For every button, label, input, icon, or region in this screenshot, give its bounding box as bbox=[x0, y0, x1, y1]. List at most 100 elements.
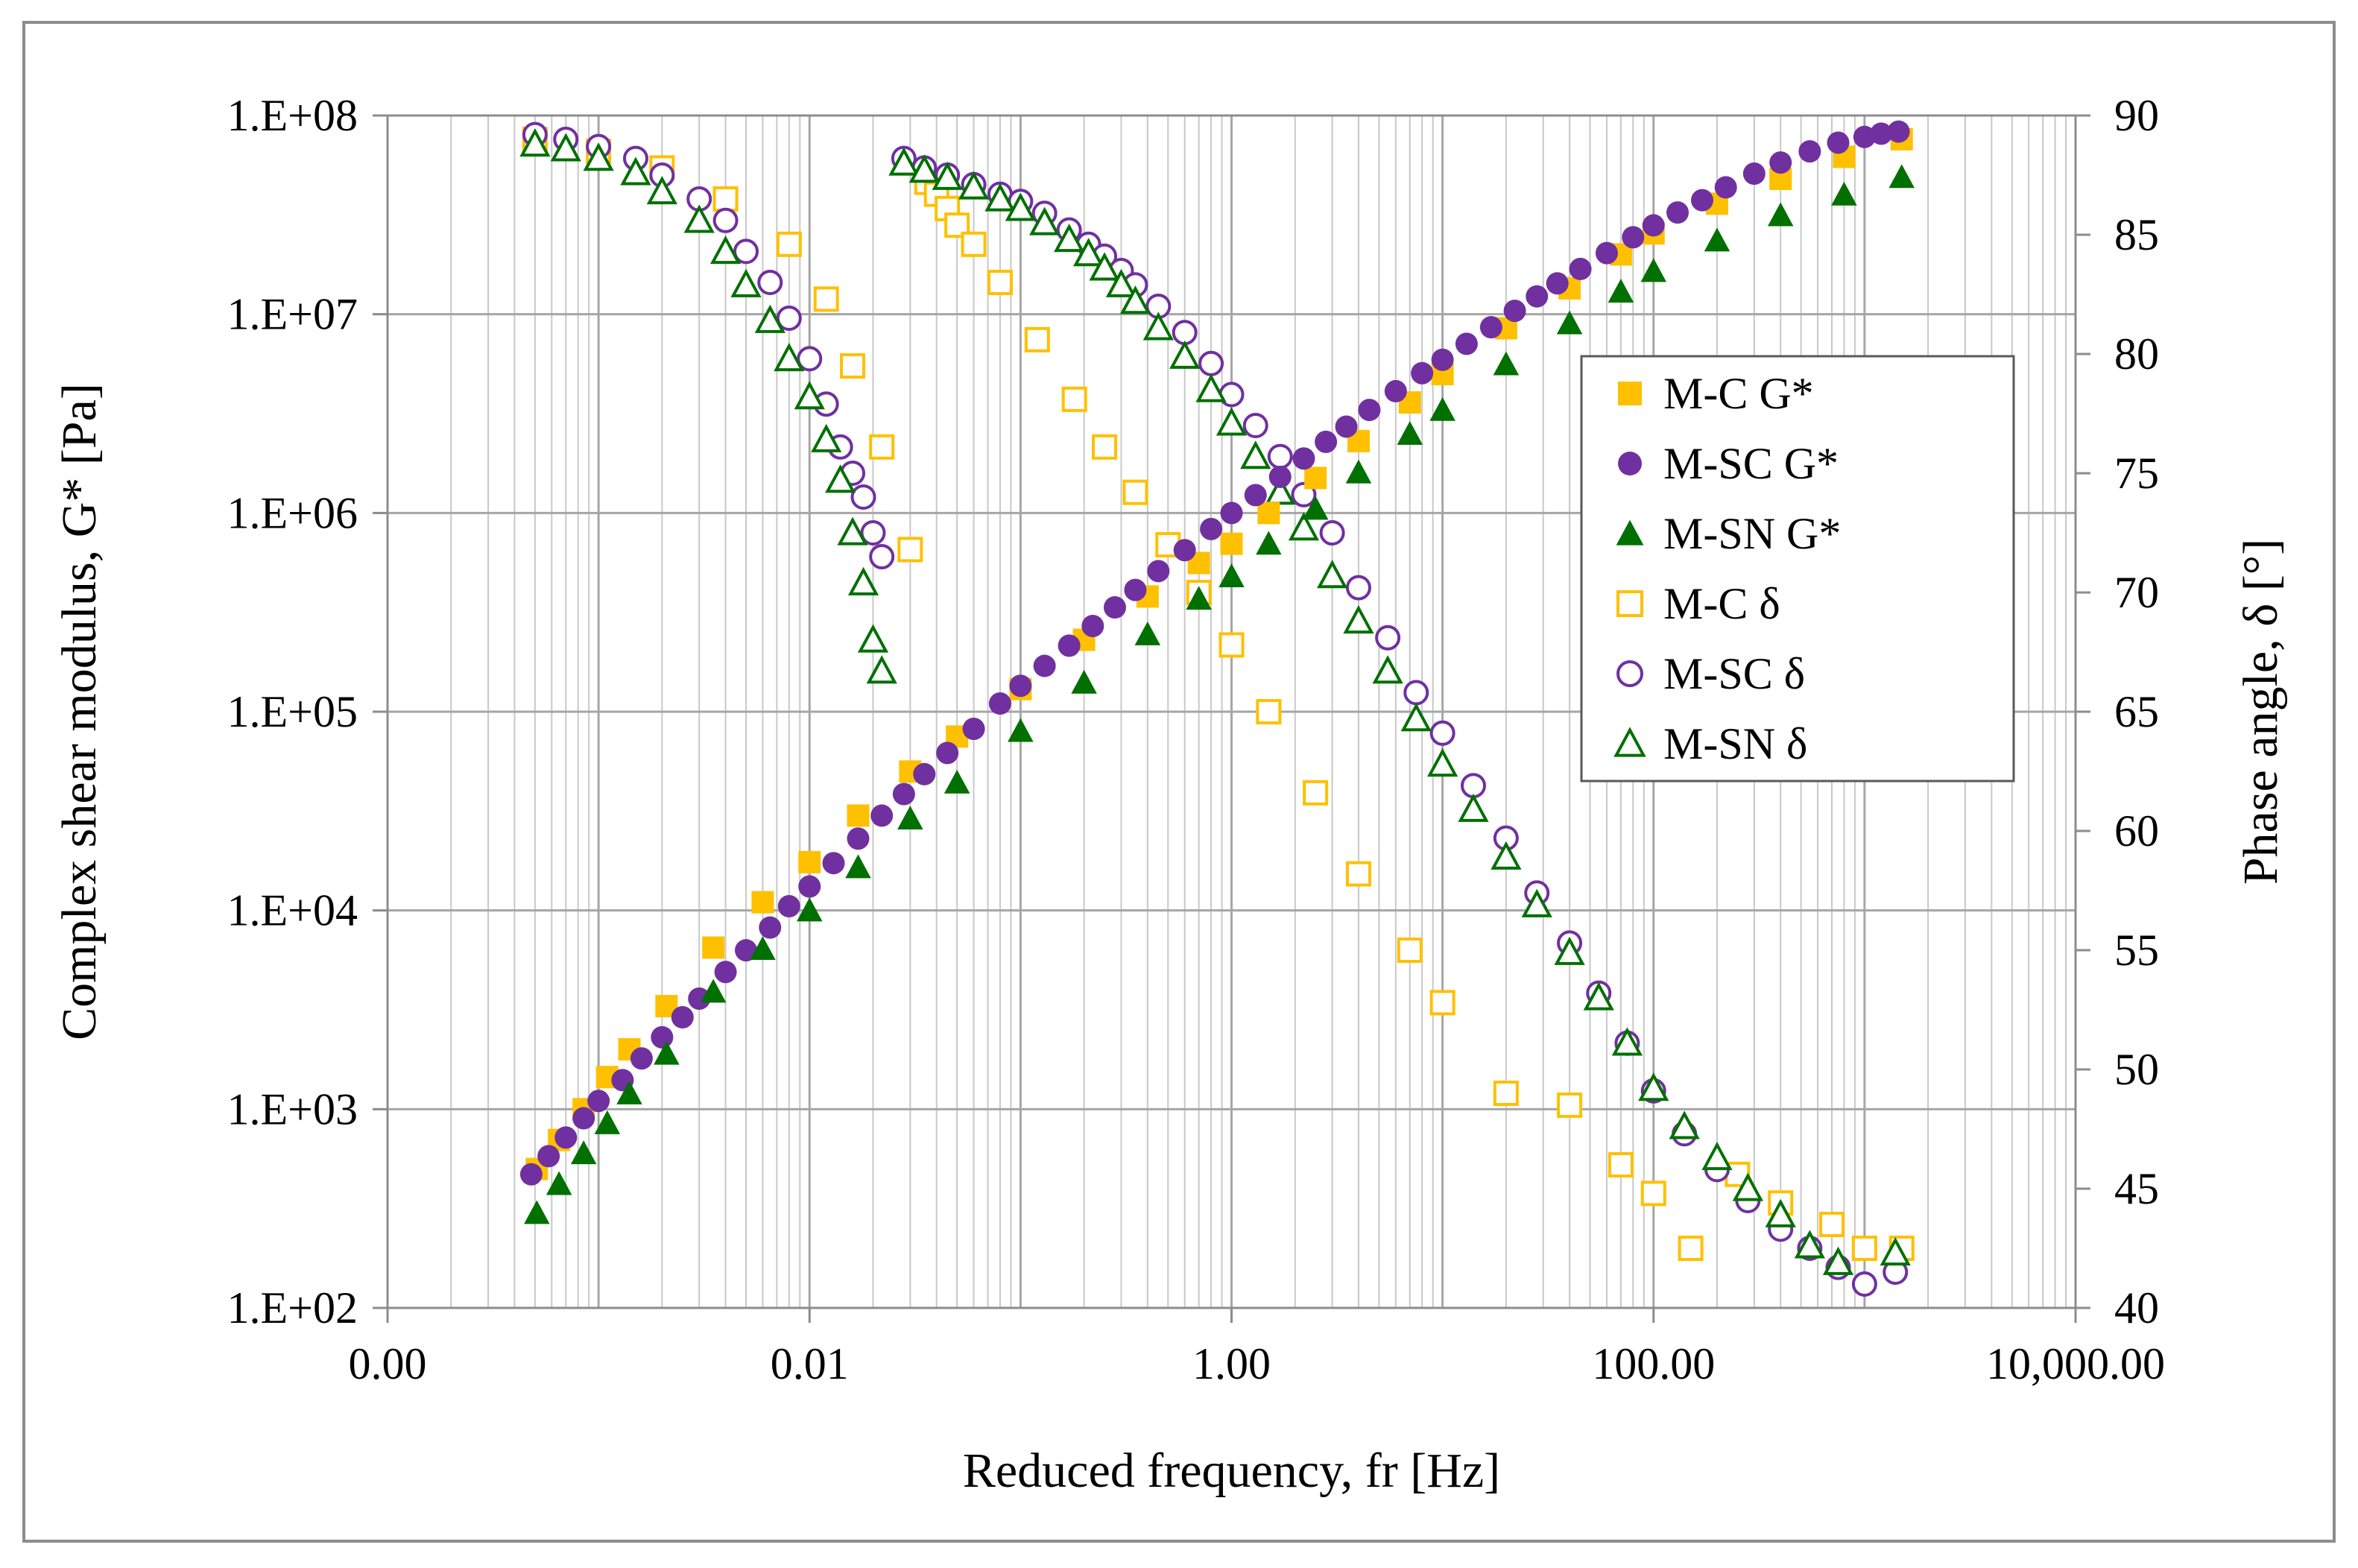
data-point-m-sn-delta bbox=[1089, 252, 1120, 281]
data-point-m-c-delta bbox=[776, 231, 802, 257]
data-point-m-sn-delta bbox=[1142, 312, 1174, 341]
legend-marker-m-sn-g-star bbox=[1616, 519, 1644, 546]
data-point-m-sc-g-star bbox=[1009, 674, 1032, 698]
data-point-m-sc-delta bbox=[1319, 520, 1345, 546]
y-left-axis-title: Complex shear modulus, G* [Pa] bbox=[52, 383, 107, 1040]
legend-marker-m-sc-g-star bbox=[1618, 452, 1642, 475]
data-point-m-sn-g-star bbox=[546, 1171, 572, 1195]
data-point-m-sn-delta bbox=[1240, 440, 1271, 470]
data-point-m-sc-delta bbox=[860, 520, 886, 546]
y-left-tick-label: 1.E+07 bbox=[227, 290, 358, 339]
data-point-m-sn-delta bbox=[888, 147, 920, 176]
legend-box bbox=[1580, 355, 2015, 783]
data-point-m-sn-delta bbox=[1638, 1072, 1669, 1101]
y-right-tick-label: 45 bbox=[2114, 1164, 2159, 1213]
data-point-m-sn-delta bbox=[932, 161, 963, 190]
data-point-m-sc-g-star bbox=[1103, 595, 1126, 619]
data-point-m-sn-delta bbox=[837, 516, 868, 546]
data-point-m-sn-g-star bbox=[1608, 279, 1634, 303]
data-point-m-c-g-star bbox=[847, 804, 870, 827]
data-point-m-sc-g-star bbox=[1033, 654, 1056, 677]
data-point-m-sn-delta bbox=[1216, 407, 1248, 436]
data-point-m-sn-delta bbox=[908, 154, 940, 183]
data-point-m-sn-g-star bbox=[616, 1080, 642, 1104]
data-point-m-c-delta bbox=[1092, 434, 1118, 460]
data-point-m-sc-g-star bbox=[1526, 285, 1549, 308]
data-point-m-c-delta bbox=[712, 186, 739, 212]
data-point-m-sn-delta bbox=[754, 304, 786, 333]
data-point-m-sc-g-star bbox=[1147, 560, 1170, 583]
data-point-m-sn-delta bbox=[1119, 285, 1151, 314]
data-point-m-sn-g-star bbox=[1256, 531, 1282, 555]
data-point-m-sn-g-star bbox=[700, 979, 727, 1003]
data-point-m-sn-g-star bbox=[1071, 669, 1097, 694]
axes: 1.E+02 1.E+03 1.E+04 1.E+05 1.E+06 1.E+07 1.E+… bbox=[52, 91, 2288, 1498]
data-point-m-sn-delta bbox=[1195, 373, 1227, 402]
data-point-m-sc-g-star bbox=[1058, 634, 1081, 657]
data-point-m-sc-g-star bbox=[1690, 189, 1713, 212]
y-left-tick-label: 1.E+02 bbox=[227, 1283, 358, 1333]
data-point-m-sn-delta bbox=[1701, 1141, 1733, 1171]
data-point-m-sc-g-star bbox=[988, 692, 1011, 715]
data-point-m-c-delta bbox=[1122, 479, 1148, 505]
data-point-m-sc-g-star bbox=[936, 742, 959, 765]
data-point-m-sc-delta bbox=[1375, 625, 1401, 651]
data-point-m-sc-g-star bbox=[847, 827, 870, 850]
y-left-tick-label: 1.E+05 bbox=[227, 687, 358, 736]
data-point-m-sc-g-star bbox=[822, 852, 845, 875]
data-point-m-sc-delta bbox=[1851, 1271, 1877, 1297]
data-point-m-sn-delta bbox=[1583, 981, 1614, 1011]
data-point-m-sn-g-star bbox=[1186, 586, 1212, 610]
data-point-m-sn-delta bbox=[1029, 206, 1061, 235]
legend-label-m-sn-delta: M-SN δ bbox=[1663, 719, 1807, 768]
data-point-m-sc-g-star bbox=[714, 961, 737, 984]
data-point-m-c-delta bbox=[1557, 1093, 1583, 1118]
data-point-m-c-delta bbox=[1819, 1212, 1845, 1237]
data-point-m-sc-g-star bbox=[1220, 502, 1243, 525]
data-point-m-sc-g-star bbox=[1546, 272, 1569, 295]
data-point-m-c-delta bbox=[1429, 990, 1455, 1016]
data-point-m-sn-g-star bbox=[845, 854, 871, 879]
data-point-m-c-delta bbox=[869, 434, 895, 460]
y-right-tick-label: 70 bbox=[2114, 568, 2159, 617]
legend-marker-m-sn-delta bbox=[1613, 727, 1646, 757]
data-point-m-sn-delta bbox=[1458, 793, 1489, 822]
y-left-tick-label: 1.E+03 bbox=[227, 1084, 358, 1134]
data-point-m-sc-g-star bbox=[572, 1107, 595, 1130]
data-point-m-c-delta bbox=[1218, 632, 1245, 658]
data-point-m-sn-delta bbox=[1316, 560, 1348, 589]
y-right-tick-label: 75 bbox=[2114, 449, 2159, 498]
data-point-m-sc-g-star bbox=[1292, 447, 1315, 470]
data-point-m-c-delta bbox=[1851, 1236, 1877, 1261]
series bbox=[519, 120, 1915, 1297]
data-point-m-sn-delta bbox=[1105, 268, 1137, 297]
data-point-m-sc-delta bbox=[797, 346, 823, 372]
data-point-m-c-delta bbox=[813, 286, 839, 312]
data-point-m-c-g-star bbox=[1304, 467, 1327, 490]
data-point-m-sn-delta bbox=[857, 624, 889, 653]
data-point-m-c-delta bbox=[840, 353, 866, 379]
data-point-m-sc-g-star bbox=[1798, 140, 1821, 163]
data-point-m-sc-g-star bbox=[1887, 120, 1910, 143]
data-point-m-sn-delta bbox=[1400, 703, 1432, 732]
data-point-m-sn-g-star bbox=[1345, 459, 1372, 484]
data-point-m-sn-g-star bbox=[1556, 310, 1583, 335]
legend-label-m-sc-delta: M-SC δ bbox=[1663, 649, 1805, 698]
data-point-m-sn-g-star bbox=[750, 936, 776, 961]
data-point-m-c-g-star bbox=[1257, 502, 1280, 525]
data-point-m-sc-g-star bbox=[537, 1145, 560, 1168]
data-point-m-sn-delta bbox=[620, 157, 651, 186]
data-point-m-sn-g-star bbox=[897, 806, 923, 830]
y-right-tick-label: 50 bbox=[2114, 1045, 2159, 1094]
data-point-m-sn-delta bbox=[825, 464, 856, 493]
data-point-m-sc-delta bbox=[757, 270, 783, 295]
data-point-m-sc-g-star bbox=[777, 895, 800, 918]
data-point-m-sn-g-star bbox=[797, 897, 823, 922]
data-point-m-sn-delta bbox=[1265, 476, 1296, 505]
data-point-m-sc-delta bbox=[1403, 680, 1429, 706]
data-point-m-sc-g-star bbox=[519, 1163, 543, 1186]
data-point-m-c-delta bbox=[1345, 861, 1371, 887]
data-point-m-sn-delta bbox=[709, 235, 742, 265]
x-tick-label: 0.01 bbox=[771, 1339, 849, 1388]
